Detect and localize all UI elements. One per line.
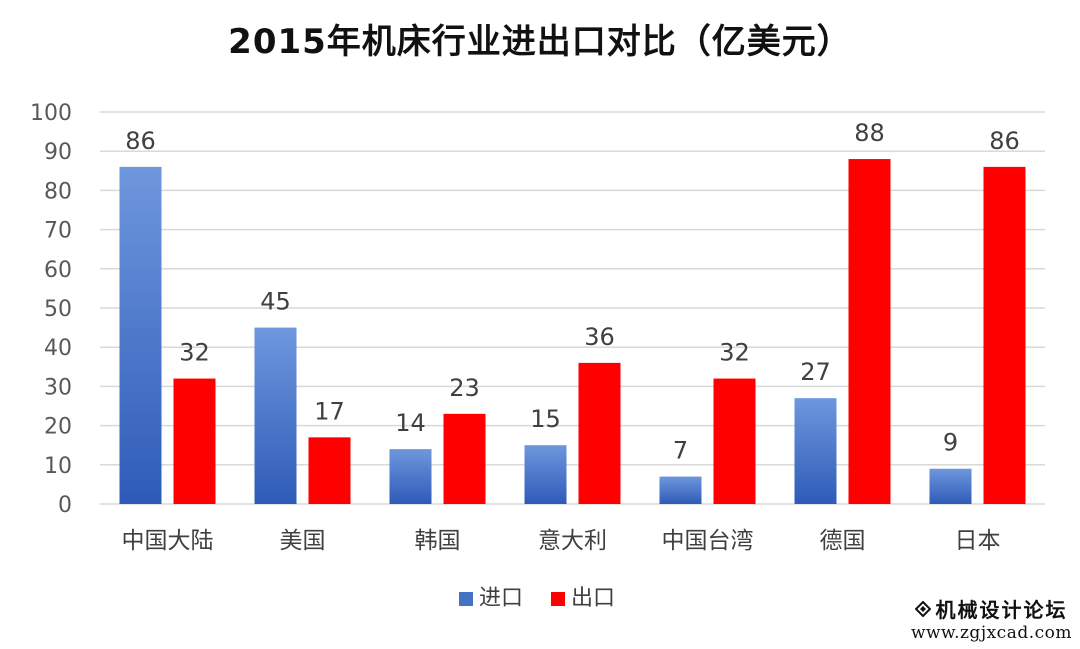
data-label: 27 [800, 358, 831, 386]
y-tick-label: 90 [44, 140, 72, 165]
legend-label-export: 出口 [571, 586, 615, 611]
y-tick-label: 80 [44, 179, 72, 204]
bar-import [794, 398, 837, 504]
bar-import [389, 449, 432, 504]
y-tick-label: 100 [30, 101, 72, 126]
bar-export [443, 413, 486, 504]
x-tick-label: 中国大陆 [122, 528, 214, 554]
x-tick-label: 德国 [820, 528, 866, 554]
watermark: 机械设计论坛 www.zgjxcad.com [911, 594, 1072, 643]
x-tick-label: 日本 [955, 528, 1001, 554]
bar-export [713, 378, 756, 504]
data-label: 32 [179, 339, 210, 367]
bar-export [578, 362, 621, 504]
data-label: 9 [943, 429, 958, 457]
data-labels: 86 32 45 17 14 23 15 36 7 32 27 88 9 86 [125, 119, 1020, 465]
legend: 进口 出口 [459, 586, 615, 611]
y-tick-label: 40 [44, 336, 72, 361]
x-tick-label: 韩国 [415, 528, 461, 554]
data-label: 23 [449, 374, 480, 402]
legend-swatch-export [551, 592, 565, 606]
y-tick-label: 60 [44, 258, 72, 283]
watermark-name: 机械设计论坛 [935, 598, 1068, 622]
bar-import [929, 468, 972, 504]
y-tick-label: 70 [44, 219, 72, 244]
y-tick-label: 50 [44, 297, 72, 322]
bar-export [848, 159, 891, 505]
bar-export [173, 378, 216, 504]
bar-import [119, 166, 162, 504]
data-label: 15 [530, 405, 561, 433]
bar-import [524, 445, 567, 504]
gridlines [100, 111, 1045, 505]
x-tick-label: 中国台湾 [662, 528, 754, 554]
bar-import [254, 327, 297, 504]
data-label: 7 [673, 437, 688, 465]
bars [119, 159, 1026, 505]
y-axis-ticks: 0 10 20 30 40 50 60 70 80 90 100 [30, 101, 72, 518]
y-tick-label: 10 [44, 454, 72, 479]
data-label: 32 [719, 339, 750, 367]
bar-export [308, 437, 351, 504]
diamond-logo-icon [915, 600, 932, 617]
y-tick-label: 20 [44, 415, 72, 440]
x-tick-label: 意大利 [538, 528, 607, 554]
data-label: 36 [584, 323, 615, 351]
data-label: 14 [395, 409, 426, 437]
data-label: 88 [854, 119, 885, 147]
data-label: 86 [125, 127, 156, 155]
legend-label-import: 进口 [479, 586, 523, 611]
bar-import [659, 476, 702, 504]
legend-swatch-import [459, 592, 473, 606]
x-axis-ticks: 中国大陆 美国 韩国 意大利 中国台湾 德国 日本 [122, 528, 1001, 554]
data-label: 45 [260, 288, 291, 316]
chart-title: 2015年机床行业进出口对比（亿美元） [228, 22, 852, 62]
y-tick-label: 0 [58, 493, 72, 518]
data-label: 86 [989, 127, 1020, 155]
y-tick-label: 30 [44, 375, 72, 400]
data-label: 17 [314, 397, 345, 425]
bar-export [983, 166, 1026, 504]
x-tick-label: 美国 [280, 528, 326, 554]
watermark-url: www.zgjxcad.com [910, 623, 1072, 643]
